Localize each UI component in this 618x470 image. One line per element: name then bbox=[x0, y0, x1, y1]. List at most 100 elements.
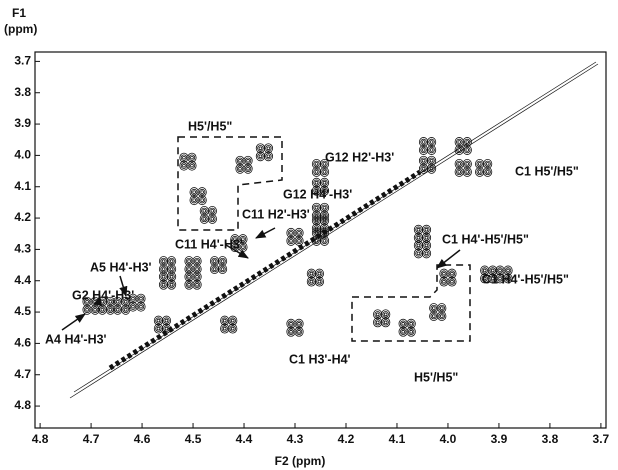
contour-ring bbox=[169, 259, 174, 263]
peak bbox=[184, 256, 202, 275]
contour-ring bbox=[187, 160, 197, 171]
contour-ring bbox=[309, 271, 314, 276]
peak bbox=[153, 315, 172, 334]
x-tick-label: 3.8 bbox=[542, 432, 559, 446]
contour-ring bbox=[161, 282, 166, 287]
contour-ring bbox=[313, 204, 320, 211]
contour-ring bbox=[316, 278, 323, 285]
contour-ring bbox=[506, 268, 510, 273]
contour-ring bbox=[211, 257, 218, 265]
contour-ring bbox=[236, 165, 244, 172]
contour-ring bbox=[192, 271, 202, 282]
contour-ring bbox=[319, 227, 330, 238]
peak bbox=[454, 158, 472, 177]
x-tick-label: 4.4 bbox=[236, 432, 253, 446]
contour-ring bbox=[137, 295, 145, 302]
contour-ring bbox=[440, 278, 448, 285]
peak bbox=[418, 137, 437, 155]
annotation: H5'/H5" bbox=[414, 370, 458, 384]
contour-ring bbox=[308, 270, 315, 277]
contour-ring bbox=[221, 317, 228, 324]
annotation: C11 H2'-H3' bbox=[242, 207, 310, 221]
contour-ring bbox=[161, 323, 172, 334]
contour-ring bbox=[428, 157, 435, 164]
arrow bbox=[61, 313, 86, 331]
arrow bbox=[93, 294, 102, 307]
contour-ring bbox=[483, 166, 493, 177]
contour-ring bbox=[222, 326, 227, 331]
contour-ring bbox=[187, 282, 191, 287]
contour-ring bbox=[496, 275, 504, 282]
contour-ring bbox=[309, 279, 314, 284]
contour-ring bbox=[217, 256, 228, 267]
peak bbox=[189, 187, 207, 206]
y-tick-label: 3.9 bbox=[14, 116, 31, 130]
contour-ring bbox=[374, 319, 381, 326]
peak bbox=[158, 271, 177, 290]
contour-ring bbox=[115, 307, 120, 312]
annotation: C1 H4'-H5'/H5" bbox=[442, 232, 529, 246]
contour-ring bbox=[193, 273, 201, 280]
contour-ring bbox=[209, 207, 216, 215]
contour-ring bbox=[83, 298, 91, 305]
arrow bbox=[255, 227, 276, 239]
contour-ring bbox=[295, 237, 303, 245]
contour-ring bbox=[195, 274, 199, 279]
contour-ring bbox=[137, 303, 145, 310]
contour-ring bbox=[381, 317, 391, 328]
contour-ring bbox=[431, 314, 436, 318]
annotation: A4 H4'-H3' bbox=[45, 332, 107, 346]
x-tick-label: 4.8 bbox=[32, 432, 49, 446]
peak bbox=[418, 155, 437, 174]
x-tick-label: 4.3 bbox=[287, 432, 304, 446]
y-tick-label: 4.7 bbox=[14, 367, 31, 381]
contour-ring bbox=[314, 188, 319, 193]
contour-ring bbox=[462, 166, 472, 177]
contour-ring bbox=[483, 158, 493, 169]
annotation: C1 H4'-H5'/H5" bbox=[482, 272, 569, 286]
contour-ring bbox=[439, 306, 444, 310]
contour-ring bbox=[258, 154, 263, 159]
contour-ring bbox=[197, 195, 207, 206]
contour-ring bbox=[321, 187, 328, 194]
contour-ring bbox=[406, 326, 416, 337]
contour-ring bbox=[136, 301, 146, 312]
contour-ring bbox=[166, 256, 177, 267]
y-tick-label: 4.1 bbox=[14, 179, 31, 193]
x-tick-label: 3.9 bbox=[491, 432, 508, 446]
contour-ring bbox=[322, 170, 327, 174]
x-tick-label: 4.0 bbox=[440, 432, 457, 446]
peak bbox=[454, 137, 472, 155]
contour-ring bbox=[185, 265, 193, 273]
contour-ring bbox=[122, 298, 129, 305]
peak bbox=[439, 268, 457, 287]
contour-ring bbox=[321, 160, 328, 168]
contour-ring bbox=[83, 306, 91, 313]
contour-ring bbox=[168, 265, 175, 273]
contour-ring bbox=[484, 160, 491, 168]
peak bbox=[179, 152, 197, 171]
contour-ring bbox=[297, 321, 301, 326]
contour-ring bbox=[447, 268, 457, 279]
contour-ring bbox=[220, 259, 225, 263]
contour-ring bbox=[424, 243, 429, 248]
x-tick-label: 4.5 bbox=[185, 432, 202, 446]
contour-ring bbox=[169, 274, 174, 279]
contour-ring bbox=[464, 160, 471, 168]
contour-ring bbox=[321, 168, 328, 176]
contour-ring bbox=[319, 223, 330, 234]
contour-ring bbox=[195, 282, 199, 287]
contour-ring bbox=[484, 168, 491, 176]
contour-ring bbox=[187, 274, 191, 279]
contour-ring bbox=[406, 318, 416, 329]
contour-ring bbox=[319, 210, 330, 221]
contour-ring bbox=[381, 309, 391, 320]
contour-ring bbox=[197, 187, 207, 198]
y-tick-label: 4.6 bbox=[14, 336, 31, 350]
contour-ring bbox=[375, 312, 380, 317]
contour-ring bbox=[258, 146, 263, 151]
contour-ring bbox=[482, 276, 487, 281]
y-tick-label: 4.0 bbox=[14, 148, 31, 162]
contour-ring bbox=[485, 162, 490, 166]
